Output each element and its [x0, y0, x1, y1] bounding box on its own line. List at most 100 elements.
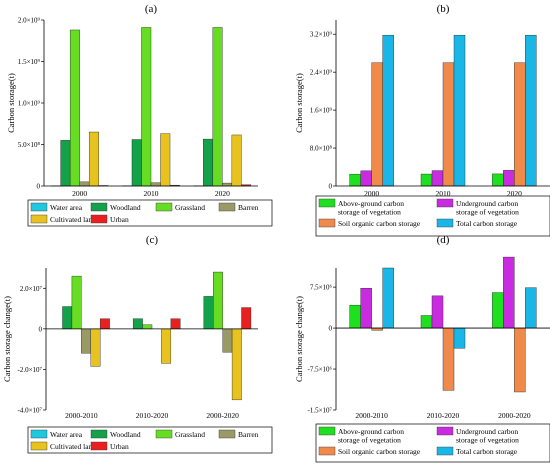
bar — [382, 34, 394, 187]
bar — [170, 318, 181, 330]
y-tick-label: 2.4×10⁹ — [310, 69, 333, 77]
bar — [231, 134, 242, 187]
bar — [141, 27, 152, 187]
y-tick-label: -2.0×10⁷ — [18, 366, 43, 374]
bar — [420, 315, 433, 329]
y-tick-label: 5.0×10⁸ — [18, 141, 41, 149]
legend-swatch — [318, 218, 336, 228]
legend-label: Water area — [50, 430, 83, 439]
x-tick-label: 2000-2020 — [498, 411, 531, 420]
legend-label: Cultivated land — [50, 215, 96, 224]
bar — [142, 324, 153, 330]
y-tick-label: 8.0×10⁸ — [310, 145, 333, 153]
bar — [492, 173, 504, 187]
legend-label: Soil organic carbon storage — [338, 447, 421, 456]
legend-swatch — [30, 214, 48, 224]
legend-swatch — [218, 202, 236, 212]
y-axis-label: Carbon storage(t) — [294, 73, 304, 133]
panel-label: (c) — [146, 234, 159, 246]
bar — [241, 307, 252, 330]
y-tick-label: 1.5×10⁹ — [18, 58, 41, 66]
legend-swatch — [155, 202, 173, 212]
bar — [514, 62, 526, 187]
legend-label: Total carbon storage — [456, 219, 518, 228]
y-tick-label: 0 — [37, 183, 41, 191]
legend-swatch — [436, 218, 454, 228]
y-tick-label: 0 — [329, 183, 333, 191]
chart-panel-1: (b) Carbon storage(t) 2000 2010 2020 0 8.0×10⁸… — [294, 3, 550, 237]
legend-swatch — [436, 426, 454, 436]
bar — [431, 170, 444, 187]
panel-label: (a) — [145, 3, 158, 15]
bar — [453, 327, 466, 349]
legend-swatch — [436, 446, 454, 456]
y-tick-label: 2.0×10⁹ — [18, 17, 41, 25]
bar — [349, 173, 361, 187]
chart-panel-2: (c) Carbon storage change(t) 2000-2010 2010… — [2, 234, 273, 454]
x-tick-label: 2000-2020 — [206, 411, 239, 420]
legend-swatch — [436, 198, 454, 208]
legend-swatch — [30, 441, 48, 451]
bar — [514, 327, 526, 393]
bar — [212, 27, 223, 187]
legend-label: Soil organic carbon storage — [338, 219, 421, 228]
bar — [69, 29, 80, 187]
bar — [131, 139, 142, 187]
legend-label: Woodland — [110, 430, 141, 439]
legend-label: Barren — [238, 430, 259, 439]
bar — [360, 288, 372, 329]
legend-swatch — [318, 426, 336, 436]
x-tick-label: 2010 — [436, 189, 451, 198]
bar — [492, 292, 504, 329]
bar — [222, 328, 233, 353]
bar — [203, 296, 214, 330]
x-tick-label: 2000-2010 — [65, 411, 98, 420]
legend-label: Grassland — [175, 430, 205, 439]
y-tick-label: 3.2×10⁹ — [310, 31, 333, 39]
bar — [60, 140, 71, 187]
bar — [90, 328, 101, 367]
legend-swatch — [90, 214, 108, 224]
bar — [231, 328, 242, 401]
legend-swatch — [30, 429, 48, 439]
chart-panel-3: (d) Carbon storage change(t) 2000-2010 2010… — [294, 234, 550, 463]
panel-label: (d) — [437, 234, 450, 246]
bar — [62, 306, 73, 330]
legend-swatch — [218, 429, 236, 439]
x-tick-label: 2020 — [507, 189, 522, 198]
legend-swatch — [90, 429, 108, 439]
legend-label: Urban — [110, 442, 129, 451]
bar — [161, 328, 172, 364]
y-axis-label: Carbon storage change(t) — [2, 296, 12, 382]
legend-swatch — [30, 202, 48, 212]
chart-panel-0: (a) Carbon storage(t) 2000 2010 2020 0 5.0×10⁸… — [6, 3, 273, 227]
y-axis-label: Carbon storage(t) — [6, 73, 16, 133]
bar — [360, 170, 372, 187]
y-tick-label: 7.5×10⁶ — [310, 284, 333, 292]
y-tick-label: -1.5×10⁷ — [308, 407, 333, 415]
legend-label: Above-ground carbon storage of vegetation — [338, 427, 404, 445]
y-tick-label: 1.0×10⁹ — [18, 100, 41, 108]
bar — [349, 304, 361, 329]
y-tick-label: 0 — [329, 325, 333, 333]
bar — [442, 62, 455, 187]
bar — [99, 318, 110, 330]
bar — [420, 173, 433, 187]
y-tick-label: 1.6×10⁹ — [310, 107, 333, 115]
x-tick-label: 2010-2020 — [136, 411, 169, 420]
legend-swatch — [90, 202, 108, 212]
legend-label: Barren — [238, 203, 259, 212]
legend-label: Woodland — [110, 203, 141, 212]
bar — [503, 256, 515, 329]
bar — [132, 318, 143, 330]
y-tick-label: 0 — [39, 325, 43, 333]
bar — [525, 287, 537, 329]
bar — [453, 34, 466, 187]
x-tick-label: 2020 — [215, 189, 230, 198]
bar — [81, 328, 91, 354]
legend-swatch — [90, 441, 108, 451]
bar — [431, 295, 444, 329]
bar — [371, 62, 383, 187]
legend — [315, 423, 550, 463]
